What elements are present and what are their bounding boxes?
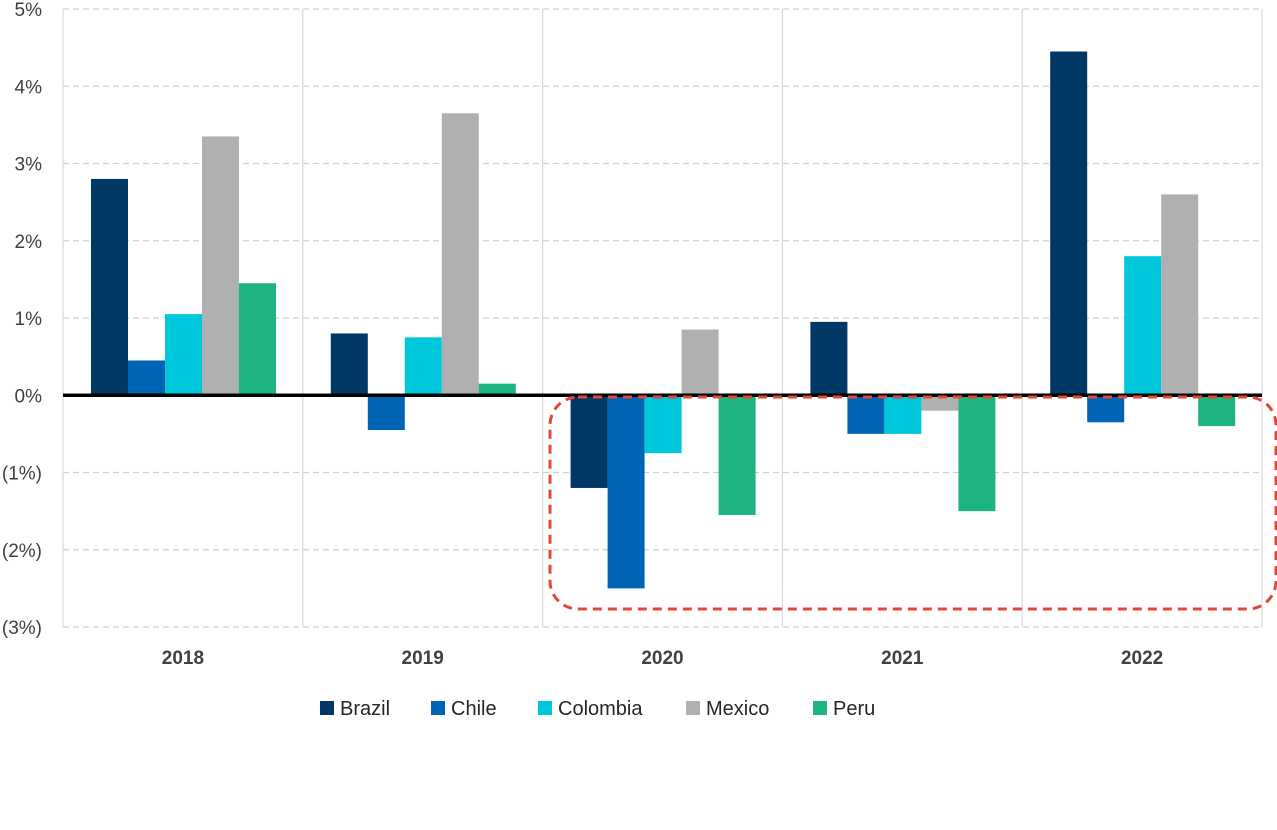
bar-peru-2021: [958, 395, 996, 512]
y-tick-label: 0%: [15, 386, 43, 407]
bar-brazil-2018: [91, 178, 128, 396]
legend-swatch-mexico: [686, 701, 700, 715]
bar-colombia-2019: [404, 337, 442, 396]
bar-peru-2020: [718, 395, 756, 515]
bar-brazil-2022: [1050, 51, 1088, 396]
y-tick-label: 1%: [15, 309, 43, 330]
bar-mexico-2018: [202, 136, 239, 396]
y-tick-label: (1%): [2, 464, 42, 485]
legend-label-mexico: Mexico: [706, 698, 769, 720]
x-tick-label: 2022: [1121, 648, 1163, 669]
y-tick-label: (3%): [2, 618, 42, 639]
bar-mexico-2021: [921, 395, 959, 411]
y-tick-label: 5%: [15, 0, 43, 21]
y-tick-label: (2%): [2, 541, 42, 562]
legend-swatch-brazil: [320, 701, 334, 715]
bar-mexico-2019: [441, 113, 479, 396]
bar-chile-2022: [1087, 395, 1125, 423]
x-tick-label: 2021: [881, 648, 924, 669]
legend-label-brazil: Brazil: [340, 698, 390, 720]
bar-peru-2019: [478, 383, 516, 396]
bar-mexico-2022: [1161, 194, 1199, 396]
y-tick-label: 4%: [15, 77, 43, 98]
x-tick-label: 2020: [641, 648, 683, 669]
bar-brazil-2021: [810, 321, 848, 396]
legend-swatch-peru: [813, 701, 827, 715]
bar-chile-2021: [847, 395, 885, 434]
x-tick-label: 2018: [162, 648, 204, 669]
bar-chile-2018: [128, 360, 165, 396]
bar-peru-2022: [1198, 395, 1236, 427]
legend-label-colombia: Colombia: [558, 698, 643, 720]
bar-colombia-2020: [644, 395, 682, 454]
bar-colombia-2022: [1124, 256, 1162, 396]
y-tick-label: 2%: [15, 232, 43, 253]
bar-peru-2018: [239, 283, 276, 396]
bar-brazil-2020: [570, 395, 608, 488]
bar-colombia-2021: [884, 395, 922, 434]
legend-swatch-chile: [431, 701, 445, 715]
legend-label-chile: Chile: [451, 698, 497, 720]
legend-label-peru: Peru: [833, 698, 875, 720]
bar-brazil-2019: [330, 333, 368, 396]
highlight-box: [548, 395, 1277, 611]
y-tick-label: 3%: [15, 155, 43, 176]
bar-mexico-2020: [681, 329, 719, 396]
legend-swatch-colombia: [538, 701, 552, 715]
x-tick-label: 2019: [402, 648, 444, 669]
bar-chile-2020: [607, 395, 645, 589]
bar-colombia-2018: [165, 314, 202, 396]
bar-chile-2019: [367, 395, 405, 431]
